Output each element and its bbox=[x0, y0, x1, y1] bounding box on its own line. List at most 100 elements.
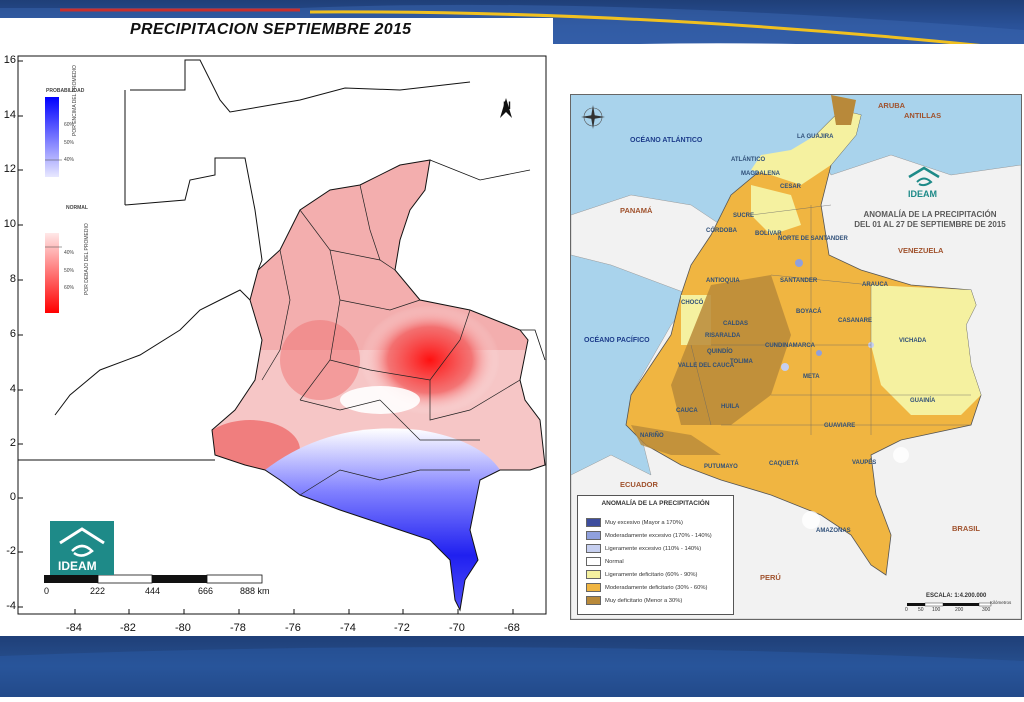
y-tick-label: -4 bbox=[6, 600, 16, 612]
legend-item: Normal bbox=[586, 557, 624, 566]
dept-label: TOLIMA bbox=[730, 359, 753, 365]
dept-label: HUILA bbox=[721, 404, 740, 410]
bottom-swoosh bbox=[0, 647, 1024, 697]
dept-label: BOYACÁ bbox=[796, 309, 822, 315]
y-tick-label: 16 bbox=[3, 54, 16, 66]
dept-label: CAUCA bbox=[676, 408, 698, 414]
y-tick-label: -2 bbox=[6, 545, 16, 557]
legend-item-label: Muy excesivo (Mayor a 170%) bbox=[605, 520, 683, 527]
legend-above-label: POR ENCIMA DEL PROMEDIO bbox=[72, 65, 78, 136]
legend-title: ANOMALÍA DE LA PRECIPITACIÓN bbox=[601, 500, 710, 507]
dept-label: CÓRDOBA bbox=[706, 228, 737, 234]
dept-label: PUTUMAYO bbox=[704, 464, 738, 470]
anomaly-title-line1: ANOMALÍA DE LA PRECIPITACIÓN bbox=[863, 210, 997, 219]
x-tick-label: -84 bbox=[66, 622, 82, 634]
y-tick-label: 4 bbox=[9, 383, 16, 395]
right-scale-tick: 200 bbox=[955, 607, 964, 613]
dept-label: CUNDINAMARCA bbox=[765, 343, 815, 349]
anomaly-map bbox=[570, 94, 1022, 620]
dept-label: VALLE DEL CAUCA bbox=[678, 363, 735, 369]
legend-swatch bbox=[586, 531, 601, 540]
y-tick-label: 14 bbox=[3, 109, 16, 121]
ideam-logo: IDEAM bbox=[50, 521, 114, 575]
country-label: ANTILLAS bbox=[904, 111, 942, 120]
dept-label: QUINDÍO bbox=[707, 349, 733, 355]
dept-label: GUAVIARE bbox=[824, 423, 856, 429]
page-title: PRECIPITACION SEPTIEMBRE 2015 bbox=[130, 21, 412, 38]
legend-above-tick: 40% bbox=[64, 157, 75, 163]
x-tick-label: -80 bbox=[175, 622, 191, 634]
right-scale-tick: 0 bbox=[905, 607, 908, 613]
legend-item: Ligeramente excesivo (110% - 140%) bbox=[586, 544, 701, 553]
legend-item-label: Ligeramente excesivo (110% - 140%) bbox=[605, 546, 702, 553]
dept-label: CHOCÓ bbox=[681, 300, 704, 306]
country-label: ECUADOR bbox=[620, 480, 658, 489]
compass-rose-icon bbox=[581, 105, 605, 129]
x-tick-label: -74 bbox=[340, 622, 356, 634]
anomaly-legend: ANOMALÍA DE LA PRECIPITACIÓN Muy excesiv… bbox=[577, 495, 734, 615]
left-map-svg bbox=[17, 55, 547, 615]
ideam-logo-small-text: IDEAM bbox=[908, 189, 937, 199]
dept-label: BOLÍVAR bbox=[755, 231, 782, 237]
legend-probabilidad-label: PROBABILIDAD bbox=[46, 88, 85, 94]
y-tick-label: 12 bbox=[3, 163, 16, 175]
right-scale-label: ESCALA: 1:4.200.000 bbox=[926, 593, 987, 599]
north-arrow bbox=[500, 98, 512, 118]
right-scale-tick: 100 bbox=[932, 607, 941, 613]
scale-tick: 666 bbox=[198, 586, 214, 596]
x-tick-label: -78 bbox=[230, 622, 246, 634]
x-tick-label: -82 bbox=[120, 622, 136, 634]
legend-item: Moderadamente deficitario (30% - 60%) bbox=[586, 583, 707, 592]
x-tick-label: -72 bbox=[394, 622, 410, 634]
ideam-logo-text: IDEAM bbox=[58, 559, 97, 573]
legend-swatch bbox=[586, 570, 601, 579]
legend-above-tick: 60% bbox=[64, 122, 75, 128]
legend-item: Ligeramente deficitario (60% - 90%) bbox=[586, 570, 697, 579]
y-tick-label: 0 bbox=[9, 491, 16, 503]
scale-bar bbox=[44, 574, 263, 584]
legend-item-label: Muy deficitario (Menor a 30%) bbox=[605, 598, 683, 605]
right-scale-tick: 300 bbox=[982, 607, 991, 613]
legend-item-label: Moderadamente deficitario (30% - 60%) bbox=[605, 585, 708, 592]
legend-swatch bbox=[586, 544, 601, 553]
legend-above-tick: 50% bbox=[64, 140, 75, 146]
dept-label: NORTE DE SANTANDER bbox=[778, 236, 848, 242]
dept-label: SUCRE bbox=[733, 213, 755, 219]
scale-tick: 444 bbox=[145, 586, 161, 596]
legend-item: Muy deficitario (Menor a 30%) bbox=[586, 596, 682, 605]
anomaly-map-title: ANOMALÍA DE LA PRECIPITACIÓN DEL 01 AL 2… bbox=[840, 210, 1020, 230]
legend-above-bar bbox=[45, 97, 59, 177]
dept-label: RISARALDA bbox=[705, 333, 741, 339]
dept-label: CALDAS bbox=[723, 321, 748, 327]
y-tick-label: 6 bbox=[9, 328, 16, 340]
dept-label: CAQUETÁ bbox=[769, 461, 799, 467]
legend-swatch bbox=[586, 596, 601, 605]
dept-label: ANTIOQUIA bbox=[706, 278, 740, 284]
dept-label: VICHADA bbox=[899, 338, 927, 344]
ocean-label: OCÉANO ATLÁNTICO bbox=[630, 137, 703, 144]
scale-tick: 0 bbox=[44, 586, 50, 596]
dept-label: META bbox=[803, 374, 820, 380]
x-tick-label: -70 bbox=[449, 622, 465, 634]
dept-label: AMAZONAS bbox=[816, 528, 851, 534]
country-label: PANAMÁ bbox=[620, 206, 653, 215]
dept-label: CESAR bbox=[780, 184, 802, 190]
legend-below-bar bbox=[45, 233, 59, 313]
dept-label: GUAINÍA bbox=[910, 398, 936, 404]
legend-swatch bbox=[586, 557, 601, 566]
dept-label: SANTANDER bbox=[780, 278, 818, 284]
x-tick-label: -76 bbox=[285, 622, 301, 634]
ocean-label: OCÉANO PACÍFICO bbox=[584, 337, 650, 344]
legend-item: Moderadamente excesivo (170% - 140%) bbox=[586, 531, 712, 540]
country-label: VENEZUELA bbox=[898, 246, 944, 255]
scale-tick: 222 bbox=[90, 586, 106, 596]
dept-label: VAUPÉS bbox=[852, 460, 877, 466]
legend-swatch bbox=[586, 518, 601, 527]
x-ticks bbox=[74, 609, 514, 614]
x-tick-label: -68 bbox=[504, 622, 520, 634]
legend-below-tick: 50% bbox=[64, 268, 75, 274]
legend-below-tick: 60% bbox=[64, 285, 75, 291]
right-scale-tick: 50 bbox=[918, 607, 924, 613]
y-tick-label: 8 bbox=[9, 273, 16, 285]
north-letter: N bbox=[503, 100, 511, 112]
